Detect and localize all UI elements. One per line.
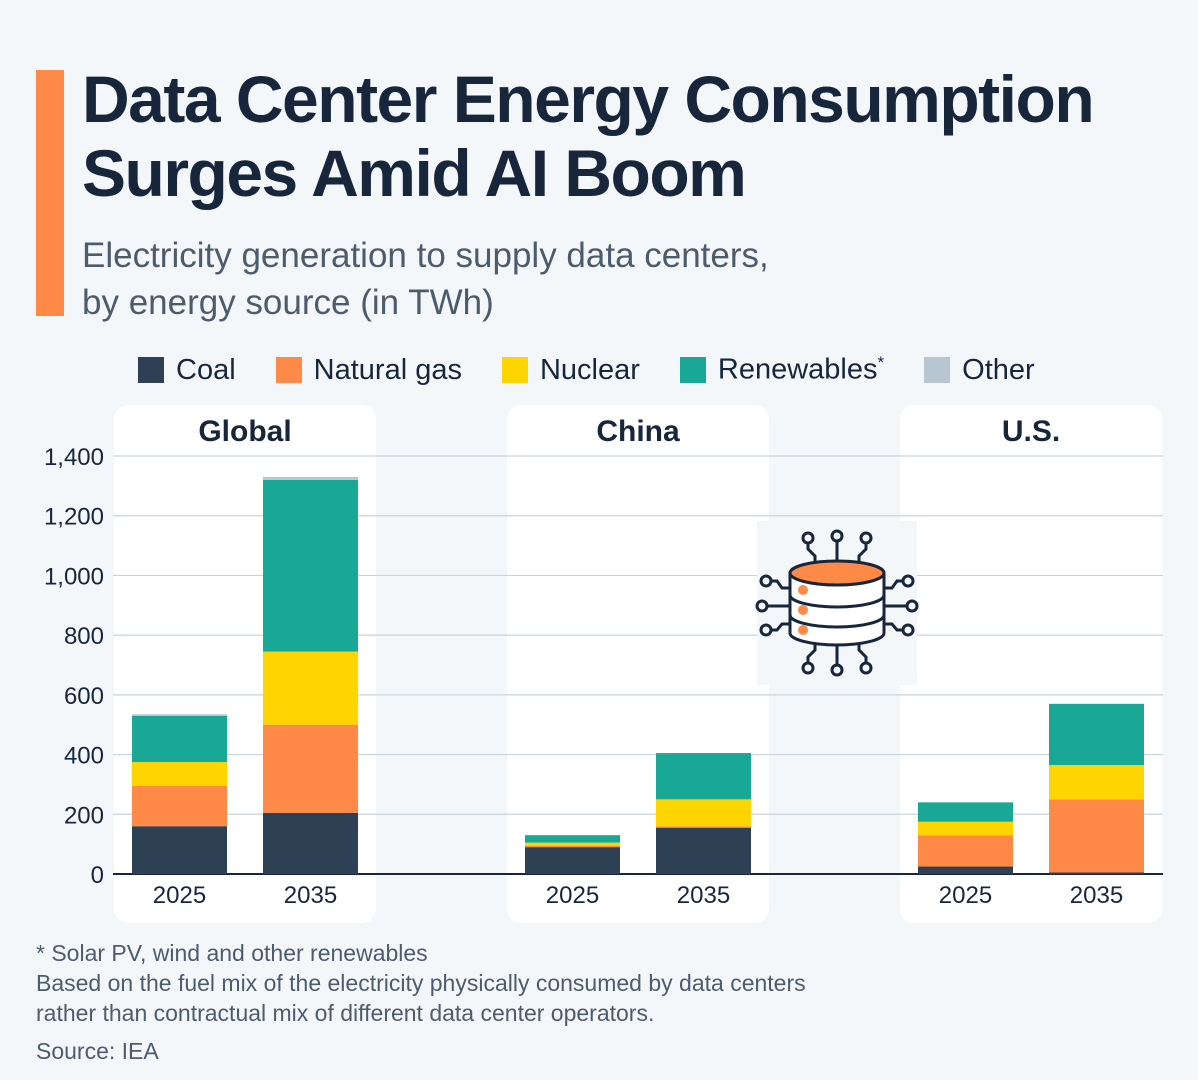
y-tick-label: 1,000	[44, 563, 104, 590]
server-icon	[755, 521, 919, 685]
legend: Coal Natural gas Nuclear Renewables* Oth…	[138, 350, 1075, 390]
bar-segment-nuclear	[263, 651, 358, 725]
bar-segment-coal	[132, 826, 227, 874]
subtitle-line-2: by energy source (in TWh)	[82, 283, 494, 322]
legend-item-nuclear: Nuclear	[501, 353, 640, 387]
bar-segment-other	[132, 714, 227, 716]
bar-segment-nuclear	[525, 842, 620, 846]
footnote-fuel-mix-1: Based on the fuel mix of the electricity…	[36, 970, 806, 996]
y-tick-label: 600	[64, 683, 104, 710]
panel-title: U.S.	[1002, 415, 1060, 448]
bar-segment-coal	[1049, 872, 1144, 874]
bar-segment-coal	[918, 866, 1013, 874]
legend-swatch-renewables	[679, 357, 706, 383]
legend-item-renewables: Renewables*	[679, 353, 884, 387]
bar-segment-natural-gas	[918, 835, 1013, 867]
bar-segment-nuclear	[132, 762, 227, 786]
x-axis-labels: 2025 2035 2025 2035 2025 2035	[153, 882, 1123, 909]
bar-segment-nuclear	[1049, 765, 1144, 800]
footnote-renewables: * Solar PV, wind and other renewables	[36, 940, 428, 966]
legend-label-other: Other	[962, 353, 1035, 386]
bar-segment-renewables	[918, 802, 1013, 822]
y-tick-label: 800	[64, 623, 104, 650]
x-tick-label: 2035	[284, 882, 337, 909]
panel-titles: Global China U.S.	[198, 415, 1060, 448]
accent-bar	[36, 70, 64, 316]
y-tick-label: 0	[91, 862, 104, 889]
legend-item-other: Other	[924, 354, 1035, 387]
bar-segment-natural-gas	[132, 785, 227, 827]
bar-segment-other	[263, 476, 358, 480]
bar-segment-renewables	[132, 715, 227, 763]
legend-footnote-mark: *	[877, 353, 885, 373]
x-tick-label: 2035	[677, 882, 730, 909]
legend-label-natural-gas: Natural gas	[313, 353, 462, 386]
legend-swatch-natural-gas	[275, 357, 302, 383]
subtitle-line-1: Electricity generation to supply data ce…	[82, 236, 769, 275]
legend-swatch-coal	[138, 357, 164, 383]
bar-segment-coal	[656, 827, 751, 874]
source-note: Source: IEA	[36, 1038, 159, 1064]
y-tick-label: 400	[64, 743, 104, 770]
bar-segment-renewables	[1049, 703, 1144, 766]
x-tick-label: 2035	[1070, 882, 1123, 909]
x-tick-label: 2025	[153, 882, 206, 909]
bar-segment-nuclear	[656, 799, 751, 827]
footnote-fuel-mix-2: rather than contractual mix of different…	[36, 1000, 655, 1026]
panel-title: Global	[198, 415, 291, 448]
bar-segment-renewables	[525, 835, 620, 843]
legend-item-natural-gas: Natural gas	[275, 353, 462, 387]
bars	[132, 476, 1144, 874]
bar-segment-renewables	[656, 753, 751, 800]
y-tick-label: 1,200	[44, 504, 104, 531]
y-axis-ticks: 0 200 400 600 800 1,000 1,200 1,400	[44, 444, 104, 889]
bar-segment-nuclear	[918, 821, 1013, 836]
panel-title: China	[596, 415, 680, 448]
bar-segment-natural-gas	[263, 724, 358, 813]
bar-segment-natural-gas	[525, 845, 620, 848]
x-tick-label: 2025	[939, 882, 992, 909]
bar-segment-renewables	[263, 479, 358, 652]
bar-segment-coal	[525, 847, 620, 874]
y-tick-label: 200	[64, 802, 104, 829]
legend-swatch-nuclear	[501, 357, 528, 383]
chart-subtitle: Electricity generation to supply data ce…	[82, 232, 982, 326]
legend-text-renewables: Renewables	[717, 353, 878, 386]
legend-label-coal: Coal	[176, 353, 236, 386]
bar-segment-natural-gas	[1049, 799, 1144, 873]
x-tick-label: 2025	[546, 882, 599, 909]
y-tick-label: 1,400	[44, 444, 104, 471]
legend-swatch-other	[924, 357, 951, 383]
chart-title: Data Center Energy Consumption Surges Am…	[82, 62, 1095, 210]
legend-label-nuclear: Nuclear	[539, 353, 640, 386]
bar-segment-coal	[263, 812, 358, 874]
legend-item-coal: Coal	[138, 354, 236, 387]
bar-segment-natural-gas	[656, 826, 751, 828]
footnotes: * Solar PV, wind and other renewables Ba…	[36, 938, 1156, 1066]
legend-label-renewables: Renewables*	[718, 353, 884, 387]
